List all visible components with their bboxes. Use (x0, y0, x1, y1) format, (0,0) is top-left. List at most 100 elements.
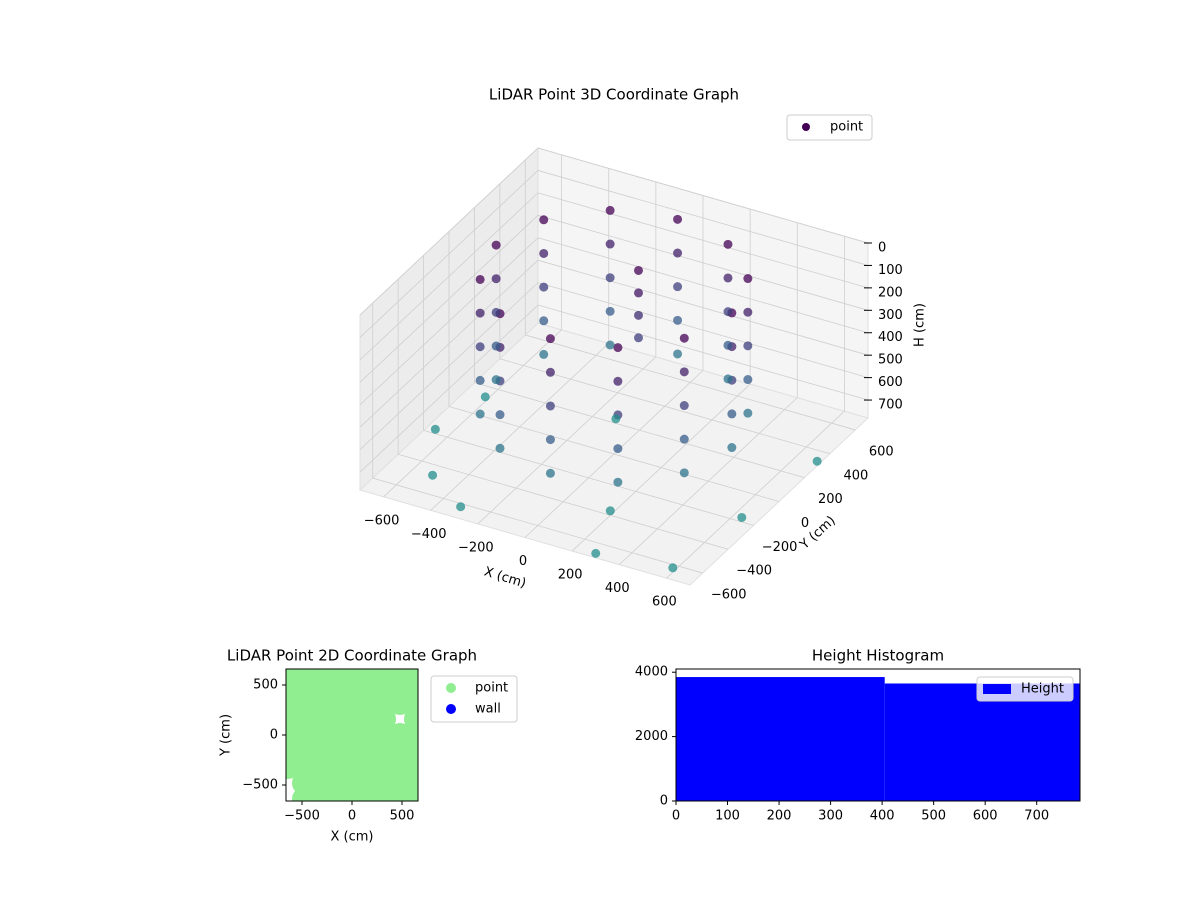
grid-line (537, 214, 869, 311)
point (480, 392, 490, 402)
x-tick-label: 500 (921, 809, 946, 824)
grid-line (359, 237, 539, 406)
point (679, 333, 689, 343)
legend-marker (802, 123, 810, 131)
legend-marker (446, 683, 456, 693)
point (737, 512, 747, 522)
point (539, 316, 549, 326)
grid-line (537, 304, 869, 401)
x-tick-label: −500 (284, 809, 320, 824)
point (673, 214, 683, 224)
x-axis-label: X (cm) (331, 830, 374, 845)
point (491, 341, 501, 351)
legend-box (976, 676, 1074, 702)
point (613, 477, 623, 487)
y-tick-label: −600 (711, 588, 747, 603)
x-tick-label: 700 (1024, 809, 1049, 824)
point (611, 414, 621, 424)
y-tick-label: −200 (762, 540, 798, 555)
point (475, 342, 485, 352)
chart-title: Height Histogram (812, 647, 944, 665)
point (539, 282, 549, 292)
x-tick-label: −600 (364, 513, 400, 528)
x-tick-label: 100 (715, 809, 740, 824)
point (723, 374, 733, 384)
grid-line (499, 358, 830, 455)
point (591, 548, 601, 558)
y-tick-label: 0 (801, 516, 809, 531)
point (491, 375, 501, 385)
x-tick-label: 200 (558, 568, 583, 583)
plot-area (286, 669, 418, 801)
point (475, 409, 485, 419)
point (404, 669, 418, 683)
x-tick-label: −200 (458, 540, 494, 555)
chart-title: LiDAR Point 2D Coordinate Graph (227, 647, 477, 665)
point (673, 349, 683, 359)
y-tick-label: 200 (818, 492, 843, 507)
point (727, 443, 737, 453)
point (723, 307, 733, 317)
legend-marker (446, 704, 456, 714)
y-tick-label: −400 (736, 564, 772, 579)
grid-line (359, 170, 539, 338)
point (812, 456, 822, 466)
x-tick-label: 600 (973, 809, 998, 824)
point (605, 306, 615, 316)
z-tick-label: 300 (878, 308, 903, 323)
point (605, 340, 615, 350)
point (605, 506, 615, 516)
point (605, 273, 615, 283)
grid-line (537, 282, 869, 378)
grid-line (359, 147, 539, 316)
legend-box (786, 114, 873, 141)
z-tick-label: 0 (878, 241, 886, 256)
y-tick-label: 500 (253, 678, 278, 693)
point (668, 563, 678, 573)
grid-line (537, 147, 869, 244)
point (545, 468, 555, 478)
y-tick-label: 4000 (635, 665, 668, 680)
point (475, 274, 485, 284)
x-tick-label: 200 (767, 809, 792, 824)
grid-line (359, 192, 539, 361)
point (634, 310, 643, 320)
grid-line (423, 429, 754, 526)
point (539, 248, 549, 258)
z-tick-label: 600 (878, 375, 903, 390)
point (539, 215, 549, 225)
grid-line (537, 237, 869, 334)
bar (676, 677, 885, 801)
x-tick-label: 0 (348, 809, 356, 824)
legend-label: wall (475, 702, 501, 717)
x-tick-label: 300 (818, 809, 843, 824)
grid-line (372, 477, 703, 574)
axes-frame (675, 668, 1081, 802)
point (491, 274, 501, 284)
point (679, 367, 689, 377)
grid-line (537, 192, 869, 289)
point (634, 333, 643, 343)
y-tick-label: 0 (270, 728, 278, 743)
point (545, 401, 555, 411)
point (723, 340, 733, 350)
point (475, 375, 485, 385)
z-tick-label: 500 (878, 353, 903, 368)
legend-label: Height (1021, 682, 1064, 697)
z-axis-label: H (cm) (913, 303, 928, 347)
point (495, 443, 505, 453)
grid-line (537, 170, 869, 266)
point (743, 341, 753, 351)
point (491, 307, 501, 317)
point (491, 240, 501, 250)
x-tick-label: 0 (519, 554, 527, 569)
point (673, 282, 683, 292)
point (723, 273, 733, 283)
point (679, 468, 689, 478)
point (539, 349, 549, 359)
point (613, 343, 623, 353)
z-tick-label: 700 (878, 398, 903, 413)
point (634, 288, 643, 298)
point (545, 435, 555, 445)
